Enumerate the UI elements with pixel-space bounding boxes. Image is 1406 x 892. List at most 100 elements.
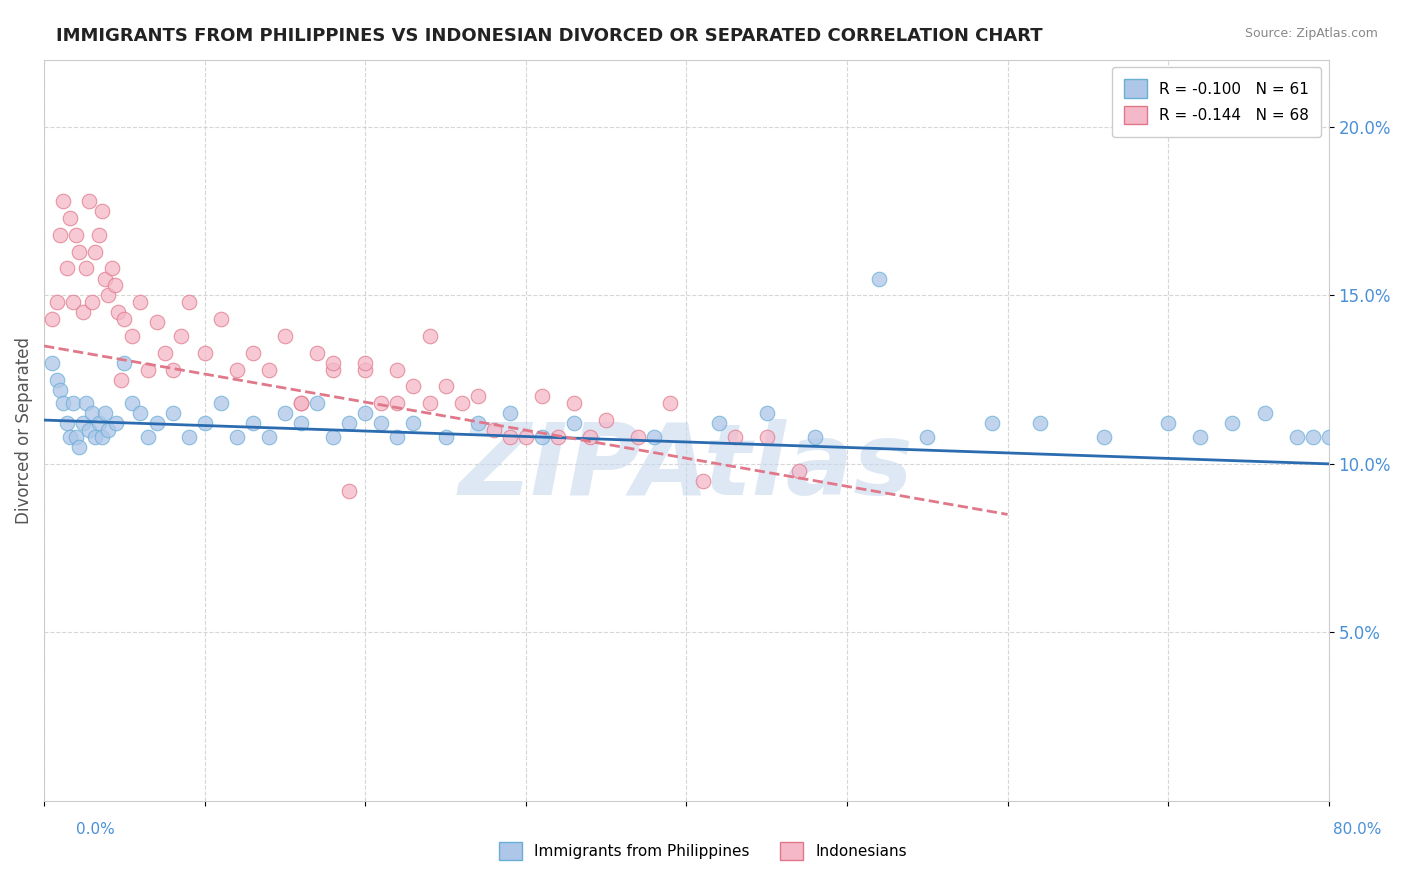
Point	[482, 423, 505, 437]
Point	[84, 430, 107, 444]
Point	[75, 396, 97, 410]
Point	[354, 406, 377, 420]
Point	[515, 430, 537, 444]
Point	[110, 373, 132, 387]
Point	[627, 430, 650, 444]
Text: IMMIGRANTS FROM PHILIPPINES VS INDONESIAN DIVORCED OR SEPARATED CORRELATION CHAR: IMMIGRANTS FROM PHILIPPINES VS INDONESIA…	[56, 27, 1043, 45]
Point	[129, 406, 152, 420]
Point	[562, 396, 585, 410]
Point	[370, 396, 392, 410]
Point	[112, 356, 135, 370]
Point	[138, 430, 160, 444]
Point	[274, 329, 297, 343]
Point	[59, 430, 82, 444]
Point	[104, 278, 127, 293]
Point	[138, 362, 160, 376]
Point	[82, 295, 104, 310]
Point	[1222, 417, 1244, 431]
Text: ZIPAtlas: ZIPAtlas	[460, 418, 914, 516]
Point	[354, 362, 377, 376]
Text: Source: ZipAtlas.com: Source: ZipAtlas.com	[1244, 27, 1378, 40]
Point	[1302, 430, 1324, 444]
Point	[94, 271, 117, 285]
Point	[402, 379, 425, 393]
Point	[787, 464, 810, 478]
Point	[169, 329, 191, 343]
Point	[290, 396, 312, 410]
Point	[257, 362, 280, 376]
Point	[980, 417, 1002, 431]
Legend: R = -0.100   N = 61, R = -0.144   N = 68: R = -0.100 N = 61, R = -0.144 N = 68	[1112, 67, 1322, 136]
Point	[643, 430, 665, 444]
Point	[1092, 430, 1115, 444]
Point	[1253, 406, 1275, 420]
Point	[94, 406, 117, 420]
Point	[1285, 430, 1308, 444]
Point	[162, 406, 184, 420]
Point	[46, 373, 69, 387]
Point	[307, 396, 329, 410]
Point	[129, 295, 152, 310]
Point	[62, 295, 84, 310]
Point	[499, 430, 522, 444]
Point	[1157, 417, 1180, 431]
Point	[322, 356, 344, 370]
Point	[755, 430, 778, 444]
Point	[162, 362, 184, 376]
Point	[579, 430, 602, 444]
Point	[290, 417, 312, 431]
Point	[72, 305, 94, 319]
Point	[194, 345, 217, 359]
Text: 80.0%: 80.0%	[1333, 822, 1381, 837]
Point	[49, 383, 72, 397]
Point	[322, 362, 344, 376]
Point	[290, 396, 312, 410]
Point	[100, 261, 122, 276]
Point	[87, 227, 110, 242]
Legend: Immigrants from Philippines, Indonesians: Immigrants from Philippines, Indonesians	[494, 836, 912, 866]
Point	[322, 430, 344, 444]
Point	[242, 417, 264, 431]
Point	[177, 430, 200, 444]
Point	[917, 430, 939, 444]
Point	[225, 362, 247, 376]
Point	[434, 430, 457, 444]
Point	[62, 396, 84, 410]
Point	[242, 345, 264, 359]
Point	[107, 305, 129, 319]
Text: 0.0%: 0.0%	[76, 822, 115, 837]
Point	[112, 312, 135, 326]
Point	[145, 315, 167, 329]
Point	[97, 423, 120, 437]
Point	[52, 194, 75, 208]
Point	[434, 379, 457, 393]
Point	[225, 430, 247, 444]
Point	[387, 430, 409, 444]
Point	[59, 211, 82, 225]
Point	[55, 261, 77, 276]
Point	[467, 417, 489, 431]
Point	[41, 312, 63, 326]
Point	[65, 227, 87, 242]
Point	[121, 329, 143, 343]
Point	[692, 474, 714, 488]
Point	[1189, 430, 1212, 444]
Point	[69, 244, 91, 259]
Point	[257, 430, 280, 444]
Point	[153, 345, 176, 359]
Point	[370, 417, 392, 431]
Point	[105, 417, 128, 431]
Point	[402, 417, 425, 431]
Point	[1317, 430, 1340, 444]
Point	[97, 288, 120, 302]
Point	[82, 406, 104, 420]
Point	[562, 417, 585, 431]
Point	[72, 417, 94, 431]
Point	[75, 261, 97, 276]
Point	[46, 295, 69, 310]
Point	[87, 417, 110, 431]
Point	[84, 244, 107, 259]
Point	[49, 227, 72, 242]
Point	[499, 406, 522, 420]
Point	[55, 417, 77, 431]
